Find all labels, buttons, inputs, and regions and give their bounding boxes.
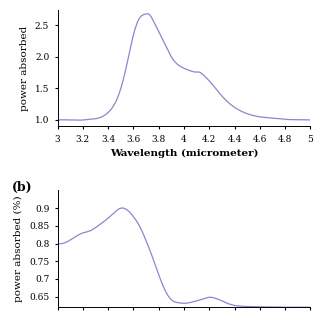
X-axis label: Wavelength (micrometer): Wavelength (micrometer) — [110, 149, 258, 158]
Y-axis label: power absorbed (%): power absorbed (%) — [14, 196, 23, 302]
Y-axis label: power absorbed: power absorbed — [20, 25, 29, 111]
Text: (b): (b) — [12, 181, 33, 194]
